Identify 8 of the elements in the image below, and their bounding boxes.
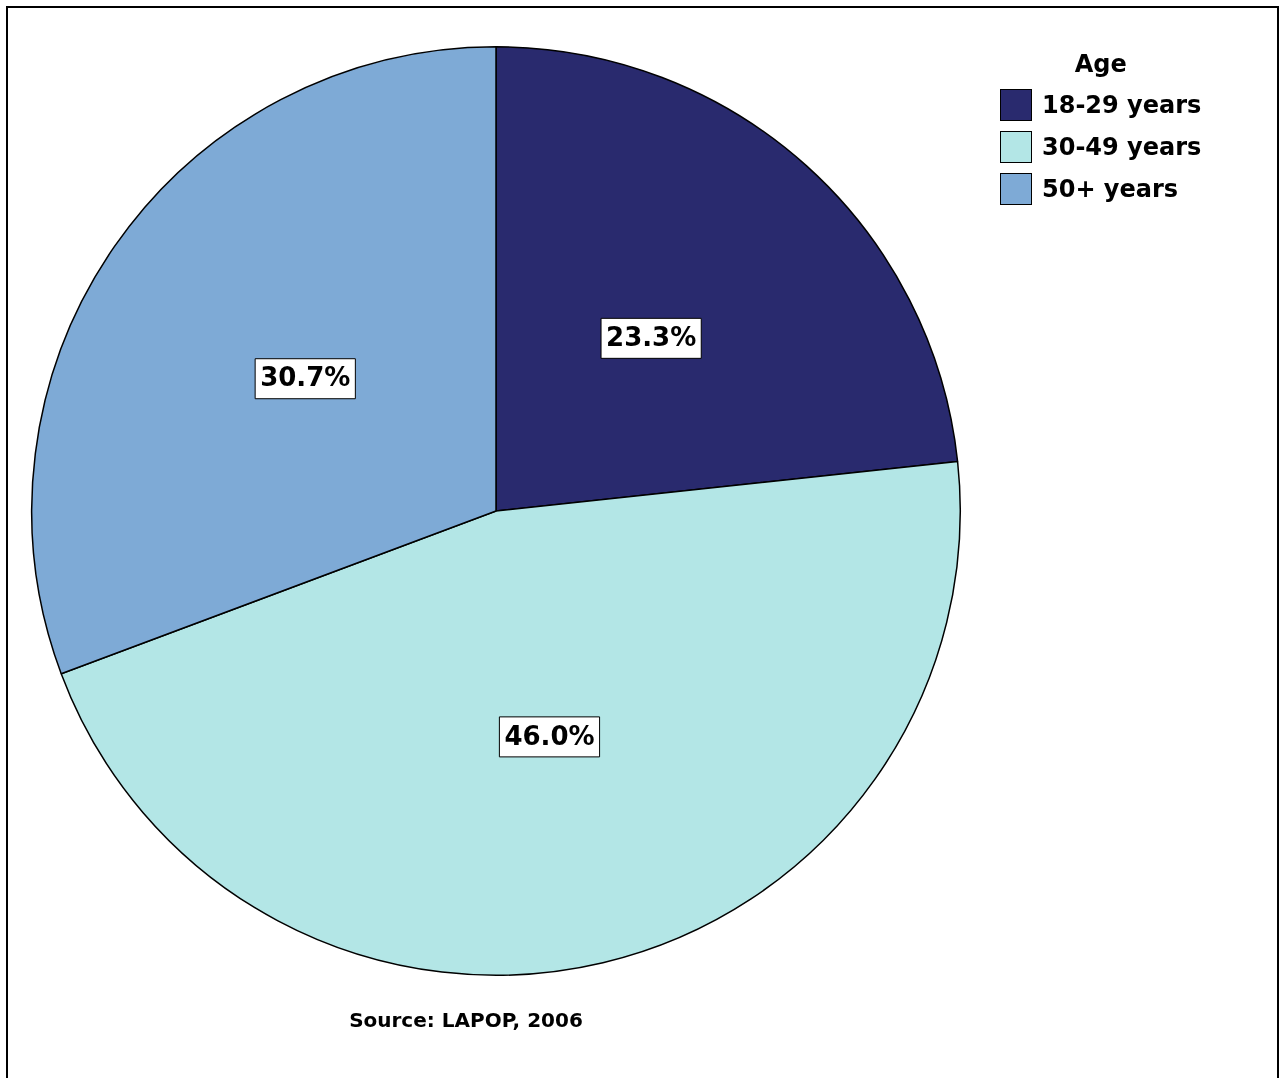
legend-label: 30-49 years: [1042, 133, 1202, 161]
legend-title: Age: [1073, 50, 1128, 78]
legend-label: 18-29 years: [1042, 91, 1202, 119]
legend-label: 50+ years: [1042, 175, 1179, 203]
data-label: 46.0%: [504, 720, 595, 751]
source-note: Source: LAPOP, 2006: [348, 1008, 584, 1032]
data-label: 30.7%: [260, 362, 351, 393]
data-label: 23.3%: [606, 322, 697, 353]
